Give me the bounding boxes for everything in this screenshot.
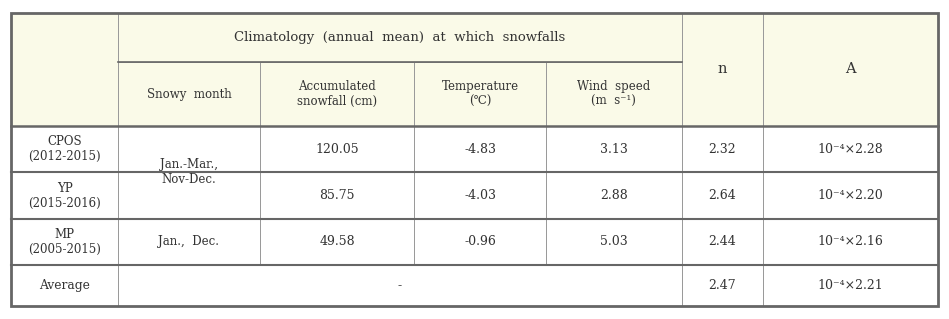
Text: Wind  speed
(m  s⁻¹): Wind speed (m s⁻¹) (577, 80, 650, 108)
Text: CPOS
(2012-2015): CPOS (2012-2015) (28, 135, 102, 163)
Text: 10⁻⁴×2.16: 10⁻⁴×2.16 (817, 235, 884, 249)
Bar (546, 126, 681, 172)
Bar (11, 172, 119, 219)
Bar (681, 13, 763, 126)
Bar (415, 62, 546, 126)
Bar (119, 265, 681, 306)
Text: Climatology  (annual  mean)  at  which  snowfalls: Climatology (annual mean) at which snowf… (234, 31, 566, 44)
Bar (763, 219, 938, 265)
Bar (681, 126, 763, 172)
Text: n: n (717, 63, 727, 77)
Bar (11, 13, 119, 126)
Bar (763, 172, 938, 219)
Bar (260, 126, 415, 172)
Bar (546, 172, 681, 219)
Bar (119, 126, 260, 219)
Text: Jan.,  Dec.: Jan., Dec. (158, 235, 219, 249)
Text: 49.58: 49.58 (319, 235, 355, 249)
Bar (763, 126, 938, 172)
Bar (119, 219, 260, 265)
Text: 10⁻⁴×2.28: 10⁻⁴×2.28 (817, 143, 884, 156)
Text: Snowy  month: Snowy month (146, 87, 232, 100)
Text: A: A (845, 63, 856, 77)
Text: 5.03: 5.03 (600, 235, 628, 249)
Text: 85.75: 85.75 (319, 189, 355, 202)
Bar (119, 62, 260, 126)
Text: 10⁻⁴×2.21: 10⁻⁴×2.21 (817, 279, 884, 292)
Text: -: - (398, 279, 402, 292)
Text: 120.05: 120.05 (315, 143, 359, 156)
Text: -0.96: -0.96 (464, 235, 496, 249)
Bar (681, 172, 763, 219)
Text: 2.44: 2.44 (708, 235, 736, 249)
Bar (119, 13, 681, 62)
Bar (415, 219, 546, 265)
Bar (763, 265, 938, 306)
Bar (546, 62, 681, 126)
Bar (415, 172, 546, 219)
Text: YP
(2015-2016): YP (2015-2016) (28, 182, 102, 210)
Text: 2.47: 2.47 (709, 279, 736, 292)
Bar (260, 219, 415, 265)
Text: 3.13: 3.13 (600, 143, 628, 156)
Bar (681, 219, 763, 265)
Text: Average: Average (40, 279, 90, 292)
Text: -4.03: -4.03 (464, 189, 496, 202)
Bar (260, 172, 415, 219)
Text: 2.88: 2.88 (600, 189, 628, 202)
Bar (260, 62, 415, 126)
Text: Accumulated
snowfall (cm): Accumulated snowfall (cm) (297, 80, 377, 108)
Bar (11, 265, 119, 306)
Bar (11, 126, 119, 172)
Text: Jan.-Mar.,
Nov-Dec.: Jan.-Mar., Nov-Dec. (160, 159, 218, 186)
Bar (546, 219, 681, 265)
Text: 10⁻⁴×2.20: 10⁻⁴×2.20 (817, 189, 884, 202)
Text: MP
(2005-2015): MP (2005-2015) (28, 228, 102, 256)
Text: -4.83: -4.83 (464, 143, 496, 156)
Text: Temperature
(℃): Temperature (℃) (441, 80, 519, 108)
Bar (415, 126, 546, 172)
Text: 2.32: 2.32 (709, 143, 736, 156)
Text: 2.64: 2.64 (708, 189, 736, 202)
Bar (11, 219, 119, 265)
Bar (763, 13, 938, 126)
Bar (681, 265, 763, 306)
